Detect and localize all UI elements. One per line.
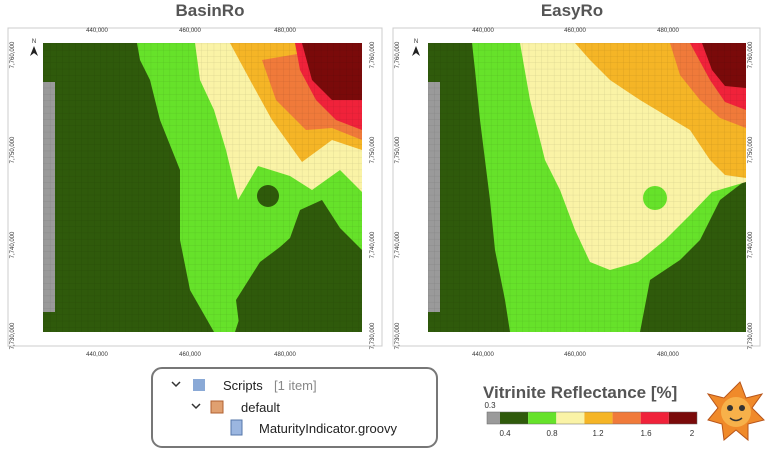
scripts-icon: [193, 379, 205, 391]
legend-label: 2: [690, 429, 695, 438]
y-tick-label: 7,760,000: [370, 41, 376, 68]
legend-label: 1.6: [640, 429, 652, 438]
x-tick-label: 480,000: [657, 352, 679, 358]
y-tick-label: 7,760,000: [10, 41, 16, 68]
colorbar-segment: [668, 412, 697, 424]
x-tick-label: 440,000: [472, 28, 494, 34]
tree-folder[interactable]: default: [241, 400, 280, 415]
y-tick-label: 7,750,000: [395, 136, 401, 163]
colorbar-segment: [640, 412, 669, 424]
script-tree: Scripts [1 item] default MaturityIndicat…: [151, 367, 438, 448]
x-tick-label: 460,000: [179, 28, 201, 34]
legend-label: 0.8: [546, 429, 558, 438]
y-tick-label: 7,740,000: [395, 231, 401, 258]
y-tick-label: 7,740,000: [10, 231, 16, 258]
colorbar-segment: [612, 412, 641, 424]
north-arrow: [412, 46, 420, 56]
north-label: N: [32, 39, 36, 45]
expand-icon[interactable]: [191, 403, 201, 410]
legend-label: 1.2: [592, 429, 604, 438]
y-tick-label: 7,730,000: [10, 322, 16, 349]
sun-icon: [706, 381, 765, 442]
y-tick-label: 7,730,000: [395, 322, 401, 349]
colorbar-segment: [528, 412, 557, 424]
folder-icon: [210, 400, 224, 414]
tree-count: [1 item]: [274, 378, 317, 393]
x-tick-label: 480,000: [657, 28, 679, 34]
colorbar-frame: [486, 411, 698, 425]
colorbar-segment: [500, 412, 529, 424]
north-arrow: [30, 46, 38, 56]
legend-label: 0.4: [499, 429, 511, 438]
colorbar-segment: [584, 412, 613, 424]
x-tick-label: 440,000: [86, 352, 108, 358]
map-panel: EasyRo N 440,000 440,000 460,000 460,000 480…: [392, 1, 761, 358]
y-tick-label: 7,760,000: [748, 41, 754, 68]
tree-file[interactable]: MaturityIndicator.groovy: [259, 421, 398, 436]
x-tick-label: 440,000: [86, 28, 108, 34]
tree-root[interactable]: Scripts: [223, 378, 263, 393]
colorbar-segment: [487, 412, 500, 424]
x-tick-label: 460,000: [179, 352, 201, 358]
y-tick-label: 7,730,000: [370, 322, 376, 349]
map-title: EasyRo: [541, 1, 603, 20]
y-tick-label: 7,760,000: [395, 41, 401, 68]
x-tick-label: 460,000: [564, 352, 586, 358]
legend: Vitrinite Reflectance [%] 0.3 0.4 0.8 1.2 1.…: [483, 383, 698, 438]
legend-title: Vitrinite Reflectance [%]: [483, 383, 677, 402]
file-icon: [230, 419, 243, 436]
north-label: N: [414, 39, 418, 45]
map-raster: [428, 43, 746, 332]
expand-icon[interactable]: [171, 381, 181, 388]
x-tick-label: 480,000: [274, 28, 296, 34]
map-raster: [43, 43, 362, 332]
y-tick-label: 7,750,000: [10, 136, 16, 163]
x-tick-label: 460,000: [564, 28, 586, 34]
map-title: BasinRo: [176, 1, 245, 20]
tree-frame: [151, 367, 438, 448]
map-panel: BasinRo N 440,000 440,000 460,000 460,000 48…: [7, 1, 383, 358]
y-tick-label: 7,750,000: [748, 136, 754, 163]
x-tick-label: 480,000: [274, 352, 296, 358]
y-tick-label: 7,740,000: [748, 231, 754, 258]
y-tick-label: 7,750,000: [370, 136, 376, 163]
y-tick-label: 7,730,000: [748, 322, 754, 349]
x-tick-label: 440,000: [472, 352, 494, 358]
legend-label: 0.3: [484, 401, 496, 410]
colorbar-segment: [556, 412, 585, 424]
y-tick-label: 7,740,000: [370, 231, 376, 258]
